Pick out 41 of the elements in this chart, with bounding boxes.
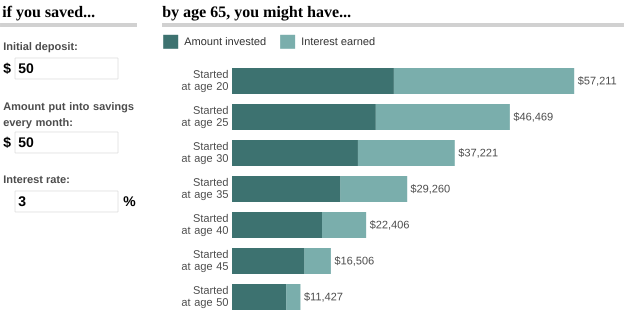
text: $ [3,62,11,74]
text: if you saved... [2,6,94,20]
y-tick-label: Started at age 50 [182,286,228,308]
y-tick-label: Started at age 30 [182,142,228,164]
bar [232,284,286,310]
legend-label: Interest earned [302,37,374,46]
bar [322,212,366,238]
y-tick-label: Started at age 20 [182,70,228,92]
annotation: $37,221 [458,148,498,158]
text: Initial deposit: [4,42,77,52]
annotation: $11,427 [304,292,342,302]
text: % [124,196,136,206]
bar [304,248,331,274]
bar [376,104,510,130]
text: 50 [18,63,34,74]
text: Amount put into savings every month: [3,102,134,128]
bar [358,140,455,166]
text: 3 [18,196,26,206]
annotation: $46,469 [514,112,553,122]
bar [232,140,358,166]
bar [232,212,322,238]
bar [232,104,376,130]
annotation: $57,211 [578,76,616,86]
annotation: $16,506 [334,256,374,266]
bar [286,284,300,310]
bar [232,176,340,202]
y-tick-label: Started at age 45 [182,250,228,272]
text: Interest rate: [4,175,69,184]
text: 50 [18,137,34,148]
bar [340,176,408,202]
chart-title: by age 65, you might have... [162,6,350,21]
bar [232,68,394,94]
annotation: $29,260 [410,184,450,194]
bar [394,68,574,94]
y-tick-label: Started at age 40 [182,214,228,236]
legend-label: Amount invested [184,37,266,46]
y-tick-label: Started at age 35 [182,178,228,200]
text: $ [3,136,11,148]
y-tick-label: Started at age 25 [182,106,228,128]
bar [232,248,304,274]
annotation: $22,406 [370,220,409,230]
